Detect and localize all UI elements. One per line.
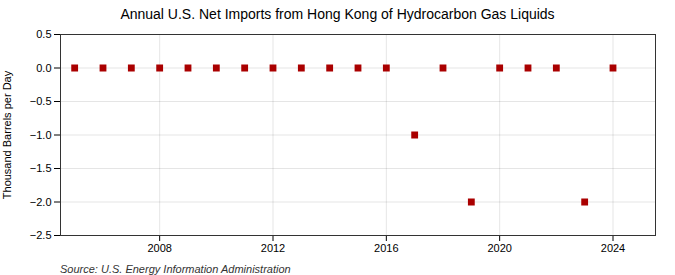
svg-text:0.0: 0.0 (36, 62, 51, 74)
svg-text:−1.0: −1.0 (30, 129, 52, 141)
svg-text:2016: 2016 (374, 242, 398, 254)
svg-text:−2.0: −2.0 (30, 196, 52, 208)
svg-text:−0.5: −0.5 (30, 95, 52, 107)
svg-text:−2.5: −2.5 (30, 229, 52, 241)
svg-text:2024: 2024 (601, 242, 625, 254)
svg-text:2008: 2008 (147, 242, 171, 254)
svg-text:2020: 2020 (487, 242, 511, 254)
svg-text:Thousand Barrels per Day: Thousand Barrels per Day (1, 70, 13, 199)
svg-text:−1.5: −1.5 (30, 162, 52, 174)
svg-text:0.5: 0.5 (36, 28, 51, 40)
svg-text:2012: 2012 (261, 242, 285, 254)
html-text:Annual U.S. Net Imports from H: Annual U.S. Net Imports from Hong Kong o… (120, 6, 555, 22)
html-text:Source: U.S. Energy Informatio: Source: U.S. Energy Information Administ… (60, 263, 291, 275)
